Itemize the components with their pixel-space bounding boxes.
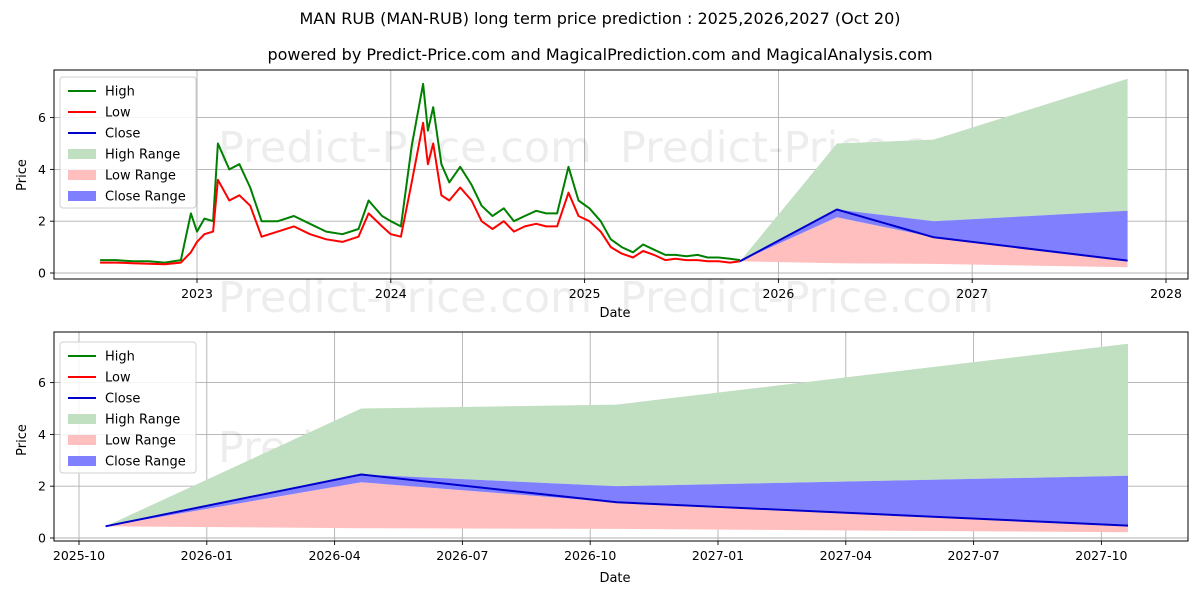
watermark-text: Predict-Price.com <box>218 123 592 173</box>
legend-patch-icon <box>68 435 96 445</box>
x-tick-label: 2026-07 <box>436 548 488 563</box>
watermark-text: Predict-Price.com <box>218 273 592 323</box>
legend-patch-icon <box>68 191 96 201</box>
legend-label: Low <box>105 106 131 121</box>
y-tick-label: 6 <box>38 110 46 125</box>
legend-label: High Range <box>105 148 180 163</box>
top-chart-axes: 2023 2024 2025 2026 2027 2028 0 2 4 6 Predict-Pric… <box>15 69 1189 323</box>
watermark-text: Predict-Price.com <box>620 273 994 323</box>
x-tick-label: 2026-04 <box>308 548 360 563</box>
legend-label: Low Range <box>105 434 176 449</box>
y-axis-label: Price <box>15 424 30 456</box>
high-range-area <box>740 78 1128 262</box>
legend-patch-icon <box>68 149 96 159</box>
legend-label: Low Range <box>105 169 176 184</box>
legend-label: Close <box>105 127 140 142</box>
x-tick-label: 2025-10 <box>53 548 105 563</box>
x-tick-label: 2028 <box>1150 286 1182 301</box>
y-tick-label: 4 <box>38 427 46 442</box>
low-range-area <box>105 482 1129 533</box>
legend-label: Close Range <box>105 455 186 470</box>
legend-label: High Range <box>105 413 180 428</box>
low-range-area <box>740 217 1128 268</box>
x-tick-label: 2027-04 <box>820 548 872 563</box>
x-tick-label: 2023 <box>181 286 213 301</box>
legend-label: High <box>105 85 135 100</box>
legend: High Low Close High Range Low Range Close Ran… <box>59 341 197 474</box>
x-tick-label: 2026 <box>762 286 794 301</box>
low-line <box>100 121 741 266</box>
chart-subtitle: powered by Predict-Price.com and Magical… <box>267 45 933 64</box>
legend-patch-icon <box>68 456 96 466</box>
legend: High Low Close High Range Low Range Close Ran… <box>59 76 197 209</box>
legend-label: High <box>105 350 135 365</box>
y-tick-label: 6 <box>38 375 46 390</box>
y-tick-label: 0 <box>38 531 46 546</box>
chart-title: MAN RUB (MAN-RUB) long term price predic… <box>299 9 901 28</box>
x-tick-label: 2027-07 <box>947 548 999 563</box>
x-tick-label: 2026-10 <box>564 548 616 563</box>
high-line <box>100 82 741 264</box>
legend-label: Low <box>105 371 131 386</box>
high-range-area <box>105 343 1129 527</box>
x-tick-label: 2024 <box>375 286 407 301</box>
y-tick-label: 2 <box>38 479 46 494</box>
x-axis-label: Date <box>599 571 630 586</box>
x-tick-label: 2025 <box>569 286 601 301</box>
legend-patch-icon <box>68 414 96 424</box>
bottom-chart-frame <box>53 331 1189 542</box>
close-line <box>739 208 1128 263</box>
y-tick-label: 4 <box>38 162 46 177</box>
y-axis-label: Price <box>15 159 30 191</box>
y-tick-label: 2 <box>38 214 46 229</box>
legend-label: Close Range <box>105 190 186 205</box>
top-chart-frame <box>53 69 1189 280</box>
close-line <box>105 473 1129 528</box>
y-tick-label: 0 <box>38 266 46 281</box>
x-axis-label: Date <box>599 306 630 321</box>
x-tick-label: 2027 <box>956 286 988 301</box>
x-tick-label: 2027-10 <box>1075 548 1127 563</box>
bottom-chart-axes: 2025-10 2026-01 2026-04 2026-07 2026-10 2027-… <box>15 331 1189 586</box>
x-tick-label: 2027-01 <box>692 548 744 563</box>
legend-label: Close <box>105 392 140 407</box>
x-tick-label: 2026-01 <box>181 548 233 563</box>
legend-patch-icon <box>68 170 96 180</box>
